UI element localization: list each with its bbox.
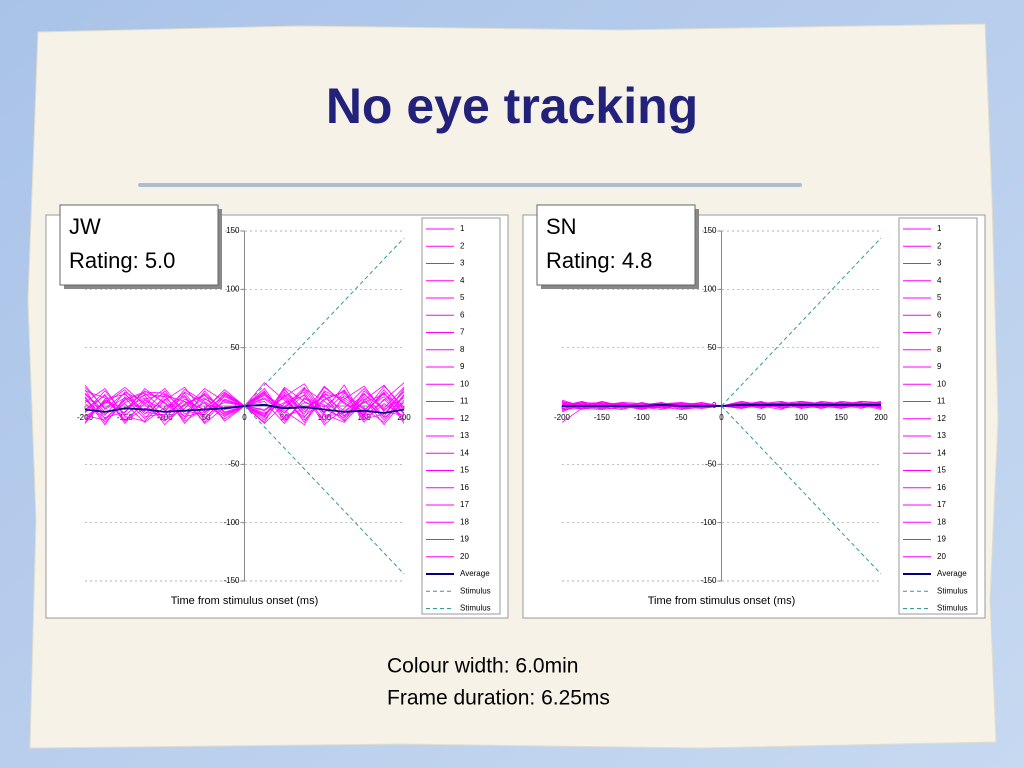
legend-label: Stimulus <box>937 586 968 595</box>
legend-label: 4 <box>460 276 465 285</box>
legend-label: 20 <box>937 552 946 561</box>
legend-label: 17 <box>460 500 469 509</box>
legend-label: 7 <box>937 328 942 337</box>
legend-label: Stimulus <box>460 586 491 595</box>
y-tick-label: 100 <box>226 284 240 293</box>
x-tick-label: 150 <box>834 413 848 422</box>
y-tick-label: -50 <box>705 459 717 468</box>
x-tick-label: 50 <box>280 413 289 422</box>
caption: Frame duration: 6.25ms <box>387 687 610 710</box>
legend-label: 8 <box>937 345 942 354</box>
annotation-box <box>536 204 696 286</box>
annotation-box <box>59 204 219 286</box>
y-tick-label: 100 <box>703 284 717 293</box>
legend-label: 13 <box>937 431 946 440</box>
legend-label: 10 <box>460 379 469 388</box>
legend-label: Average <box>937 569 967 578</box>
y-tick-label: -100 <box>700 518 717 527</box>
legend-label: 15 <box>937 466 946 475</box>
legend-label: Stimulus <box>460 604 491 613</box>
x-tick-label: 100 <box>318 413 332 422</box>
annotation-text: Rating: 4.8 <box>546 248 652 273</box>
x-axis-label: Time from stimulus onset (ms) <box>648 595 796 607</box>
y-tick-label: 50 <box>708 343 717 352</box>
legend-label: 8 <box>460 345 465 354</box>
legend-label: 14 <box>460 448 469 457</box>
x-tick-label: -50 <box>676 413 688 422</box>
x-tick-label: 0 <box>242 413 247 422</box>
series-line <box>244 405 405 575</box>
annotation-text: SN <box>546 214 577 239</box>
annotation-text: JW <box>69 214 101 239</box>
x-tick-label: -100 <box>634 413 651 422</box>
legend-label: 11 <box>937 397 946 406</box>
legend-label: 19 <box>460 535 469 544</box>
legend-label: 7 <box>460 328 465 337</box>
legend-label: 19 <box>937 535 946 544</box>
y-tick-label: 50 <box>231 343 240 352</box>
legend-label: 13 <box>460 431 469 440</box>
legend-label: 3 <box>460 259 465 268</box>
y-tick-label: -150 <box>223 576 240 585</box>
legend-label: 15 <box>460 466 469 475</box>
legend-label: Average <box>460 569 490 578</box>
x-tick-label: 100 <box>795 413 809 422</box>
y-tick-label: 150 <box>226 226 240 235</box>
legend-label: 9 <box>460 362 465 371</box>
legend-label: 5 <box>460 293 465 302</box>
caption: Colour width: 6.0min <box>387 655 578 678</box>
legend-label: 4 <box>937 276 942 285</box>
legend-label: 3 <box>937 259 942 268</box>
series-line <box>244 237 405 407</box>
legend-label: 12 <box>937 414 946 423</box>
annotation-text: Rating: 5.0 <box>69 248 175 273</box>
y-tick-label: 150 <box>703 226 717 235</box>
legend-label: 20 <box>460 552 469 561</box>
legend-label: Stimulus <box>937 604 968 613</box>
legend-label: 16 <box>460 483 469 492</box>
legend-label: 10 <box>937 379 946 388</box>
y-tick-label: -50 <box>228 459 240 468</box>
legend-label: 6 <box>937 310 942 319</box>
legend-label: 12 <box>460 414 469 423</box>
series-line <box>721 405 882 575</box>
legend-box <box>898 217 978 615</box>
legend-label: 18 <box>460 517 469 526</box>
x-tick-label: -150 <box>117 413 134 422</box>
x-tick-label: 200 <box>397 413 411 422</box>
legend-label: 6 <box>460 310 465 319</box>
legend-label: 11 <box>460 397 469 406</box>
legend-label: 1 <box>460 224 465 233</box>
y-tick-label: -100 <box>223 518 240 527</box>
legend-label: 14 <box>937 448 946 457</box>
legend-label: 2 <box>460 241 465 250</box>
slide-title: No eye tracking <box>326 78 698 134</box>
legend-label: 5 <box>937 293 942 302</box>
legend-label: 17 <box>937 500 946 509</box>
series-line <box>721 237 882 407</box>
x-tick-label: 150 <box>357 413 371 422</box>
legend-label: 16 <box>937 483 946 492</box>
x-tick-label: 50 <box>757 413 766 422</box>
legend-label: 2 <box>937 241 942 250</box>
x-tick-label: -150 <box>594 413 611 422</box>
legend-label: 18 <box>937 517 946 526</box>
x-tick-label: 0 <box>719 413 724 422</box>
legend-label: 9 <box>937 362 942 371</box>
legend-label: 1 <box>937 224 942 233</box>
x-axis-label: Time from stimulus onset (ms) <box>171 595 319 607</box>
x-tick-label: 200 <box>874 413 888 422</box>
x-tick-label: -200 <box>77 413 94 422</box>
y-tick-label: -150 <box>700 576 717 585</box>
x-tick-label: -200 <box>554 413 571 422</box>
legend-box <box>421 217 501 615</box>
